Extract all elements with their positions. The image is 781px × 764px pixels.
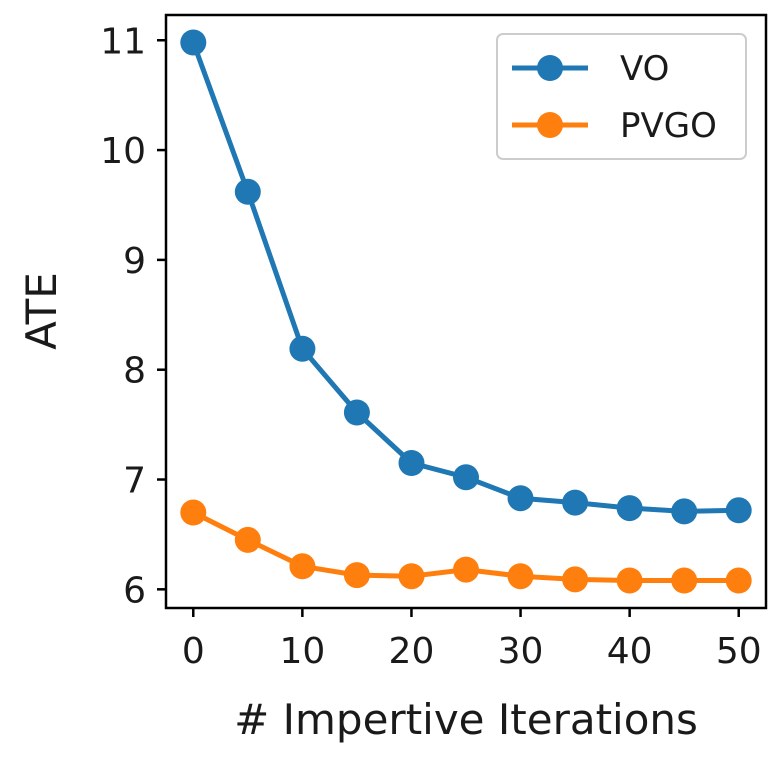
- data-point-vo: [398, 450, 425, 476]
- x-tick-label: 10: [279, 631, 325, 672]
- data-point-pvgo: [234, 526, 261, 553]
- legend-item-pvgo: PVGO: [512, 106, 717, 146]
- y-tick-label: 10: [100, 131, 146, 172]
- y-tick-label: 9: [123, 241, 146, 282]
- x-tick-label: 20: [389, 631, 435, 672]
- x-tick-label: 50: [716, 631, 762, 672]
- data-point-pvgo: [289, 553, 316, 580]
- data-point-vo: [725, 497, 752, 524]
- data-point-pvgo: [398, 563, 425, 590]
- data-point-pvgo: [507, 563, 534, 590]
- y-axis-title: ATE: [17, 272, 66, 350]
- data-point-vo: [289, 335, 316, 362]
- y-tick-label: 8: [123, 351, 146, 392]
- data-point-vo: [234, 178, 261, 205]
- data-point-vo: [453, 464, 479, 491]
- legend-marker-pvgo: [537, 112, 563, 138]
- data-point-pvgo: [562, 566, 589, 593]
- plot-marks: [180, 29, 752, 594]
- plot-frame: [164, 13, 768, 610]
- data-point-pvgo: [343, 562, 370, 589]
- data-point-pvgo: [725, 567, 752, 594]
- data-point-pvgo: [180, 499, 207, 526]
- legend-item-vo: VO: [512, 49, 669, 89]
- axes: 0 10 20 30 40 50 6 7 8 9 10 11: [100, 13, 768, 672]
- data-point-vo: [562, 489, 589, 516]
- x-tick-label: 40: [607, 631, 653, 672]
- data-point-vo: [616, 495, 643, 522]
- data-point-pvgo: [453, 556, 479, 583]
- legend-label-vo: VO: [620, 49, 669, 89]
- data-point-vo: [507, 485, 534, 512]
- y-tick-label: 11: [100, 21, 146, 62]
- data-point-vo: [671, 498, 698, 525]
- legend-label-pvgo: PVGO: [620, 106, 717, 146]
- series-vo: [180, 29, 752, 525]
- data-point-pvgo: [671, 567, 698, 594]
- legend-marker-vo: [537, 55, 563, 81]
- data-point-vo: [180, 29, 207, 56]
- legend: VO PVGO: [496, 33, 747, 160]
- y-tick-label: 7: [123, 461, 146, 502]
- series-pvgo: [180, 499, 752, 594]
- x-tick-label: 0: [182, 631, 205, 672]
- y-tick-label: 6: [123, 570, 146, 611]
- data-point-vo: [343, 399, 370, 426]
- x-tick-label: 30: [498, 631, 544, 672]
- data-point-pvgo: [616, 567, 643, 594]
- x-axis-title: # Impertive Iterations: [234, 695, 698, 744]
